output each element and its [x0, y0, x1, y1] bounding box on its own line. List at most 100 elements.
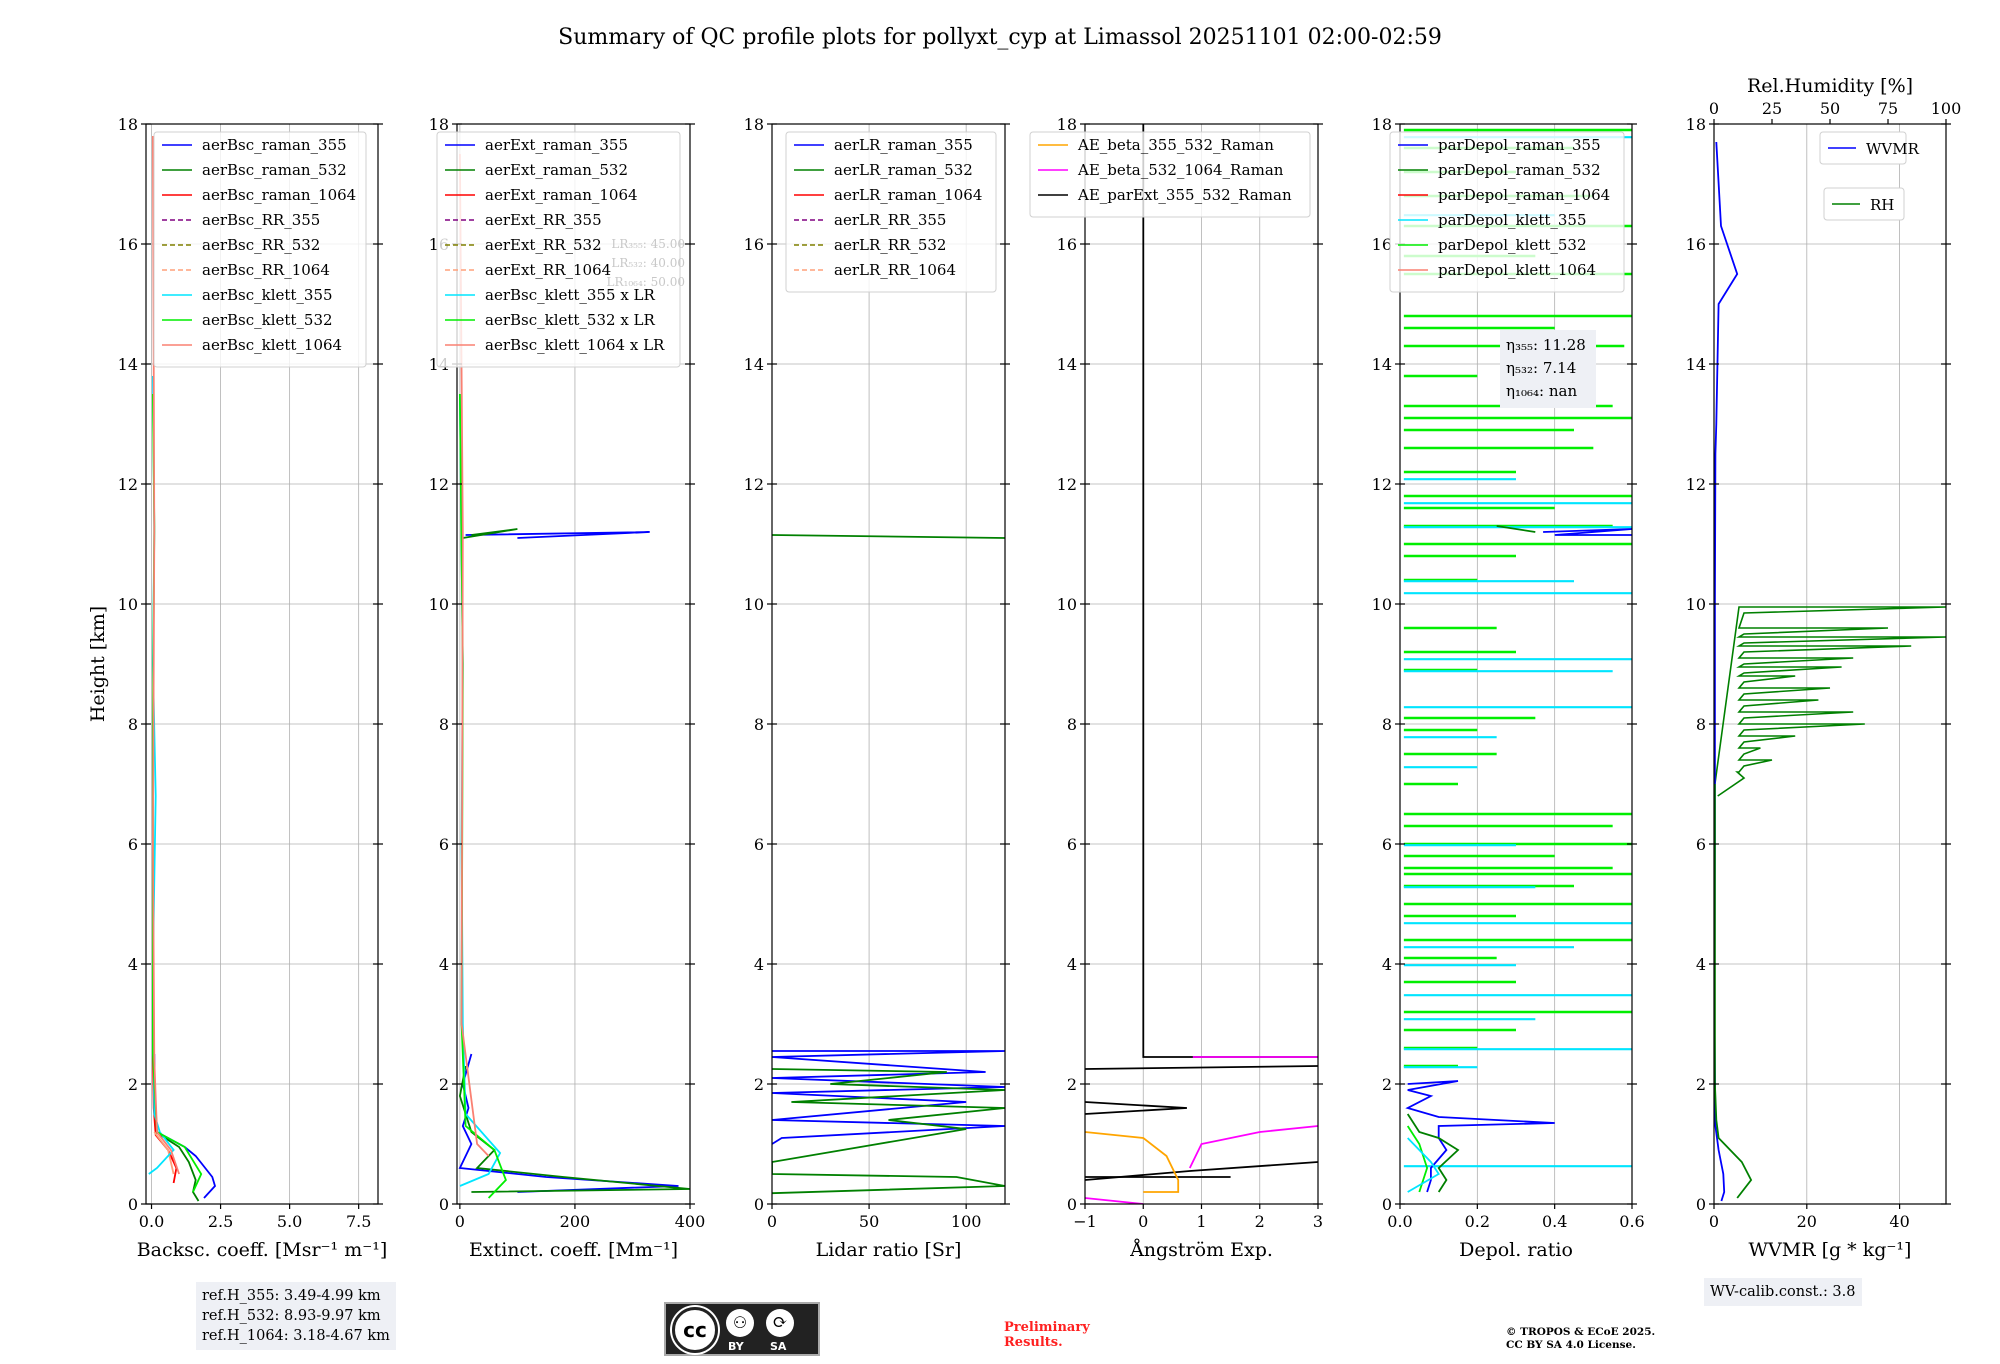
y-tick-label: 16 [1372, 235, 1392, 254]
series-aerLR_raman_355 [772, 1050, 1005, 1145]
preliminary-results-note: Preliminary Results. [1004, 1320, 1090, 1350]
series-group [1714, 141, 1946, 1202]
series-WVMR [1714, 141, 1739, 1202]
series-parDepol_raman_355_top [1543, 528, 1632, 536]
y-tick-label: 2 [754, 1075, 764, 1094]
series-parDepol_raman_355 [1405, 1080, 1555, 1193]
copyright-line-2: CC BY SA 4.0 License. [1506, 1339, 1636, 1351]
legend-box [1819, 131, 1907, 165]
x-axis-label: Extinct. coeff. [Mm⁻¹] [469, 1239, 678, 1261]
x-tick-label: 0 [455, 1212, 465, 1231]
y-axis-label: Height [km] [87, 606, 109, 722]
x-tick-label: 0.6 [1619, 1212, 1644, 1231]
panel-extinction: 0246810121416180200400Extinct. coeff. [M… [429, 115, 706, 1261]
series-aerExt_raman_532 [458, 1065, 690, 1193]
legend-entry-label: aerBsc_raman_532 [202, 161, 347, 179]
y-tick-label: 6 [128, 835, 138, 854]
x-axis-label: WVMR [g * kg⁻¹] [1749, 1239, 1912, 1261]
lr-annotation: LR₃₅₅: 45.00 [611, 237, 685, 251]
legend-entry-label: aerBsc_RR_532 [202, 236, 320, 254]
eta-box-bg [1500, 330, 1596, 408]
x-tick-label: 0 [1709, 1212, 1719, 1231]
y-tick-label: 18 [1686, 115, 1706, 134]
panel-depol: 0 2 4 6 8 10 12 14 16 18 0.0 0.2 0.4 0.6 Depol. ratio p… [1372, 115, 1645, 1261]
legend-entry-label: aerLR_RR_532 [834, 236, 946, 254]
lr-annotation: LR₁₀₆₄: 50.00 [607, 275, 685, 289]
y-tick-label: 10 [429, 595, 449, 614]
y-tick-label: 4 [439, 955, 449, 974]
y-tick-label: 8 [439, 715, 449, 734]
top-x-axis-label: Rel.Humidity [%] [1747, 75, 1913, 97]
y-tick-label: 12 [118, 475, 138, 494]
legend: AE_beta_355_532_Raman AE_beta_532_1064_Ra… [1029, 131, 1311, 218]
series-aerLR_raman_532 [772, 1068, 1005, 1195]
x-tick-label: 1 [1196, 1212, 1206, 1231]
legend-entry-label: aerBsc_raman_1064 [202, 186, 356, 204]
figure-title: Summary of QC profile plots for pollyxt_… [558, 25, 1442, 50]
y-tick-label: 10 [118, 595, 138, 614]
y-tick-label: 10 [1686, 595, 1706, 614]
x-tick-label: 7.5 [346, 1212, 371, 1231]
top-x-tick-label: 25 [1762, 99, 1782, 118]
legend-entry-label: aerLR_RR_355 [834, 211, 946, 229]
rh-upper-profile [1714, 606, 1946, 797]
x-tick-label: 0 [1138, 1212, 1148, 1231]
axes-frame [456, 123, 691, 1205]
lr-annotation: LR₅₃₂: 40.00 [611, 256, 685, 270]
x-tick-label: 0.4 [1542, 1212, 1567, 1231]
y-tick-label: 4 [1067, 955, 1077, 974]
y-tick-label: 6 [1696, 835, 1706, 854]
x-axis-label: Backsc. coeff. [Msr⁻¹ m⁻¹] [137, 1239, 388, 1261]
y-tick-label: 2 [128, 1075, 138, 1094]
legend-entry-label: aerBsc_klett_532 [202, 311, 333, 329]
top-x-tick-label: 75 [1878, 99, 1898, 118]
series-aerExt_raman_532_upper [462, 528, 518, 539]
y-tick-label: 16 [118, 235, 138, 254]
y-tick-label: 8 [1067, 715, 1077, 734]
y-tick-label: 0 [1382, 1195, 1392, 1214]
legend-entry-label: aerBsc_raman_355 [202, 136, 347, 154]
series-aerExt_raman_355_upper [465, 531, 650, 539]
legend-entry-label: aerLR_raman_1064 [834, 186, 982, 204]
series-AE_parExt_355_532_Raman [1142, 124, 1318, 1058]
y-tick-label: 10 [1372, 595, 1392, 614]
series-aerBsc_raman_355 [153, 1053, 217, 1199]
x-tick-label: 0 [767, 1212, 777, 1231]
wv-calibration-constant: WV-calib.const.: 3.8 [1710, 1284, 1856, 1300]
copyright-note: © TROPOS & ECoE 2025. CC BY SA 4.0 Licen… [1506, 1326, 1655, 1352]
legend-entry-label: aerExt_raman_532 [485, 161, 628, 179]
legend-box [1029, 131, 1311, 218]
legend-entry-label: aerExt_RR_532 [485, 236, 602, 254]
x-tick-label: 400 [675, 1212, 706, 1231]
y-tick-label: 8 [1382, 715, 1392, 734]
series-aerExt_raman_355 [458, 1053, 679, 1193]
x-axis-label: Ångström Exp. [1129, 1239, 1273, 1261]
ref-height-1064: ref.H_1064: 3.18-4.67 km [202, 1328, 390, 1344]
series-aerBsc_klett_1064 [151, 135, 180, 1175]
x-tick-label: 50 [859, 1212, 879, 1231]
copyright-line-1: © TROPOS & ECoE 2025. [1506, 1326, 1656, 1338]
legend-entry-label: aerBsc_klett_1064 [202, 336, 342, 354]
y-tick-label: 12 [1686, 475, 1706, 494]
legend-entry-label: aerBsc_klett_1064 x LR [485, 336, 665, 354]
y-tick-label: 8 [754, 715, 764, 734]
legend: aerLR_raman_355 aerLR_raman_532 aerLR_rama… [785, 131, 997, 293]
y-tick-label: 6 [1382, 835, 1392, 854]
legend-entry-label: AE_beta_355_532_Raman [1077, 136, 1274, 154]
legend-box [1823, 187, 1905, 221]
panel-backscatter: 0 2 4 6 8 10 12 14 16 18 0.0 2.5 5.0 7.5 Backsc. coeff… [87, 115, 387, 1261]
x-tick-label: 0.2 [1465, 1212, 1490, 1231]
legend-entry-label: parDepol_klett_355 [1438, 211, 1587, 229]
series-parDepol_raman_532_top [1496, 525, 1536, 533]
x-tick-label: 20 [1797, 1212, 1817, 1231]
series-AE_parExt_355_532_Raman_b [1085, 1101, 1187, 1115]
attribution-icon: ⚇ [726, 1309, 754, 1337]
series-parDepol_klett_532_low [1406, 1125, 1429, 1193]
y-tick-label: 2 [439, 1075, 449, 1094]
y-tick-label: 4 [1696, 955, 1706, 974]
share-alike-icon: ⟳ [766, 1309, 794, 1337]
panel-lidar_ratio: 0 2 4 6 8 10 12 14 16 18 0 50 100 Lidar ratio [Sr] aer… [744, 115, 1010, 1261]
y-tick-label: 14 [744, 355, 764, 374]
y-tick-label: 12 [429, 475, 449, 494]
